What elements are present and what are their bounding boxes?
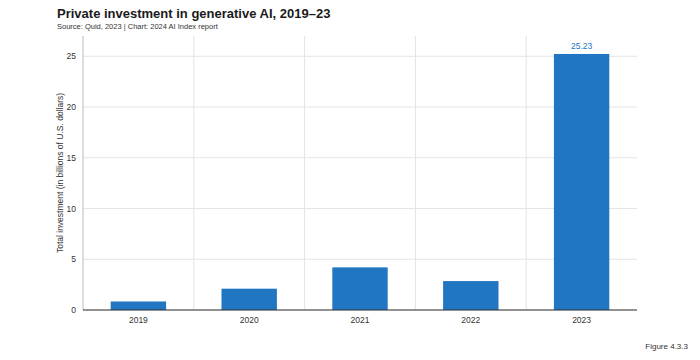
y-tick-label: 25 <box>67 51 77 61</box>
y-grid-line <box>83 310 637 311</box>
y-tick-label: 0 <box>71 305 76 315</box>
y-axis-line <box>83 36 84 310</box>
chart: Private investment in generative AI, 201… <box>0 0 700 360</box>
bar <box>443 281 498 310</box>
bar <box>554 54 609 310</box>
data-label: 25.23 <box>571 41 593 51</box>
x-tick-label: 2021 <box>351 315 370 325</box>
x-tick-label: 2022 <box>461 315 480 325</box>
title: Private investment in generative AI, 201… <box>57 6 330 21</box>
bar <box>332 267 387 310</box>
y-tick-label: 15 <box>67 153 77 163</box>
x-axis-line <box>83 310 637 311</box>
bar <box>111 301 166 310</box>
bars <box>111 54 610 310</box>
x-grid-line <box>304 36 305 310</box>
x-tick-label: 2019 <box>129 315 148 325</box>
y-tick-label: 10 <box>67 204 77 214</box>
background <box>0 0 700 360</box>
bar <box>222 289 277 310</box>
y-axis-label: Total investment (in billions of U.S. do… <box>55 93 65 253</box>
x-tick-label: 2020 <box>240 315 259 325</box>
x-tick-label: 2023 <box>572 315 591 325</box>
y-tick-label: 5 <box>71 254 76 264</box>
subtitle: Source: Quid, 2023 | Chart: 2024 AI Inde… <box>57 22 219 31</box>
x-grid-line <box>526 36 527 310</box>
y-tick-label: 20 <box>67 102 77 112</box>
caption: Figure 4.3.3 <box>645 342 688 351</box>
x-grid-line <box>193 36 194 310</box>
x-grid-line <box>415 36 416 310</box>
